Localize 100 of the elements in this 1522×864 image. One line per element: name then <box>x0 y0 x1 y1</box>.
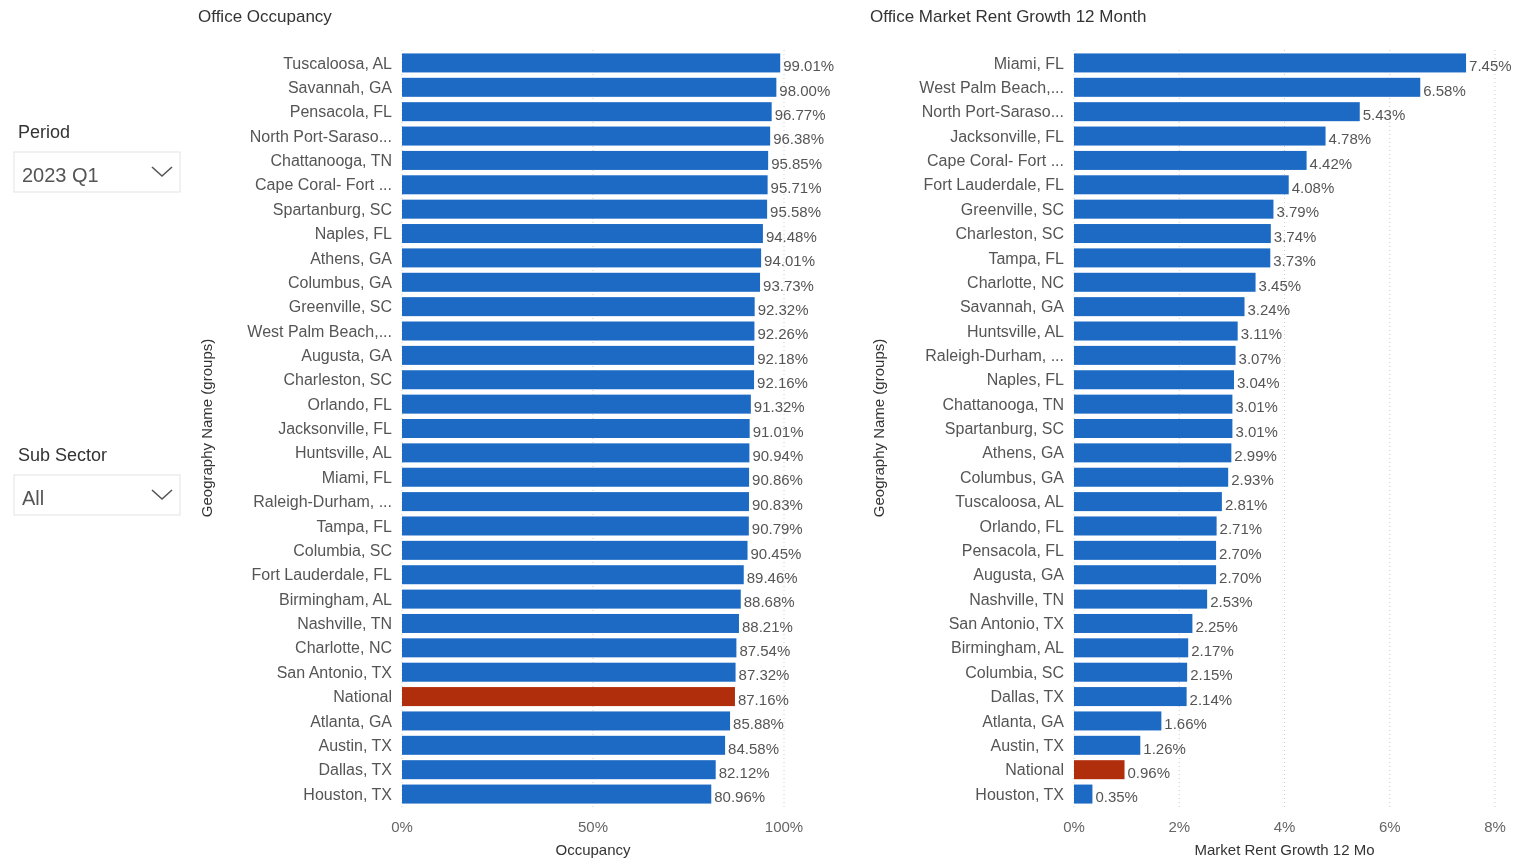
data-label: 6.58% <box>1423 81 1466 99</box>
bar <box>1074 711 1162 731</box>
y-tick-label: West Palm Beach,... <box>247 322 392 340</box>
data-label: 2.70% <box>1219 544 1262 562</box>
bar <box>1074 419 1233 438</box>
data-label: 3.07% <box>1238 349 1282 367</box>
bar <box>402 638 737 658</box>
bar <box>1074 492 1222 512</box>
y-tick-label: Fort Lauderdale, FL <box>923 176 1065 194</box>
data-label: 7.45% <box>1469 57 1512 75</box>
bar <box>402 199 768 219</box>
y-tick-label: Tuscaloosa, AL <box>955 493 1065 511</box>
bar <box>1074 760 1125 780</box>
bar <box>402 150 769 170</box>
data-label: 84.58% <box>728 739 779 757</box>
bar <box>1074 735 1141 755</box>
y-tick-label: National <box>1005 761 1064 779</box>
bar <box>402 467 750 487</box>
bar <box>402 516 749 536</box>
data-label: 88.21% <box>741 617 793 635</box>
bar <box>1074 687 1187 707</box>
y-tick-label: San Antonio, TX <box>276 663 393 681</box>
data-label: 92.16% <box>757 374 808 392</box>
data-label: 2.93% <box>1231 471 1274 489</box>
y-tick-label: Chattanooga, TN <box>270 152 392 170</box>
data-label: 90.45% <box>750 544 802 562</box>
bar <box>1074 662 1188 682</box>
bar <box>402 175 768 195</box>
y-tick-label: Miami, FL <box>321 468 393 486</box>
y-tick-label: Jacksonville, FL <box>278 420 393 438</box>
x-tick-label: 4% <box>1273 818 1296 835</box>
bar <box>1074 784 1093 804</box>
x-axis-title: Market Rent Growth 12 Mo <box>1194 841 1375 858</box>
y-tick-label: Greenville, SC <box>960 200 1064 218</box>
y-tick-label: Columbus, GA <box>287 273 393 291</box>
bar <box>1074 345 1236 365</box>
y-tick-label: West Palm Beach,... <box>919 78 1064 96</box>
data-label: 2.99% <box>1234 447 1277 465</box>
bar <box>402 540 748 560</box>
data-label: 99.01% <box>783 57 835 75</box>
y-tick-label: Birmingham, AL <box>951 639 1065 657</box>
bar <box>1074 613 1193 633</box>
data-label: 96.38% <box>773 130 825 148</box>
y-tick-label: Columbia, SC <box>965 663 1064 681</box>
data-label: 2.53% <box>1210 593 1253 611</box>
x-tick-label: 50% <box>577 818 609 835</box>
data-label: 94.01% <box>764 252 815 270</box>
y-tick-label: Birmingham, AL <box>279 590 393 608</box>
bar <box>402 345 755 365</box>
text: Sub Sector <box>18 445 108 465</box>
data-label: 92.18% <box>757 349 808 367</box>
bar <box>402 735 726 755</box>
y-tick-label: Tuscaloosa, AL <box>283 54 393 72</box>
bar <box>402 297 755 317</box>
chart-title: Office Market Rent Growth 12 Month <box>870 7 1147 26</box>
data-label: 2.70% <box>1219 568 1262 586</box>
bar <box>1074 126 1326 146</box>
data-label: 94.48% <box>765 227 817 245</box>
data-label: 4.78% <box>1328 130 1372 148</box>
y-tick-label: Jacksonville, FL <box>950 127 1065 145</box>
text: All <box>22 487 45 509</box>
data-label: 3.24% <box>1247 300 1291 318</box>
bar <box>402 613 739 633</box>
data-label: 92.32% <box>757 300 809 318</box>
y-tick-label: Athens, GA <box>310 249 393 267</box>
bar <box>1074 443 1232 463</box>
bar <box>402 53 781 73</box>
data-label: 3.73% <box>1273 252 1316 270</box>
y-tick-label: Greenville, SC <box>288 298 392 316</box>
data-label: 89.46% <box>746 568 798 586</box>
x-axis-title: Occupancy <box>555 841 632 858</box>
bar <box>402 321 755 341</box>
data-label: 82.12% <box>718 763 770 781</box>
bar <box>402 565 744 585</box>
bar <box>402 272 761 292</box>
y-tick-label: Naples, FL <box>314 225 393 243</box>
data-label: 2.15% <box>1190 666 1233 684</box>
y-tick-label: Dallas, TX <box>990 688 1065 706</box>
bar <box>402 711 731 731</box>
y-tick-label: Atlanta, GA <box>982 712 1065 730</box>
data-label: 95.58% <box>770 203 821 221</box>
bar <box>402 126 771 146</box>
bar <box>402 589 741 609</box>
y-tick-label: Houston, TX <box>303 785 393 803</box>
data-label: 3.01% <box>1235 422 1278 440</box>
x-tick-label: 100% <box>764 818 804 835</box>
y-tick-label: Nashville, TN <box>969 590 1064 608</box>
bar <box>1074 370 1234 390</box>
y-tick-label: Augusta, GA <box>301 346 393 364</box>
data-label: 87.54% <box>739 642 791 660</box>
y-tick-label: Cape Coral- Fort ... <box>255 176 392 194</box>
bar <box>1074 77 1421 97</box>
y-tick-label: North Port-Saraso... <box>249 127 392 145</box>
bar <box>402 102 772 122</box>
bar <box>402 443 750 463</box>
data-label: 90.79% <box>751 520 803 538</box>
data-label: 88.68% <box>743 593 795 611</box>
data-label: 0.35% <box>1095 788 1138 806</box>
data-label: 90.83% <box>751 495 803 513</box>
data-label: 96.77% <box>774 105 826 123</box>
